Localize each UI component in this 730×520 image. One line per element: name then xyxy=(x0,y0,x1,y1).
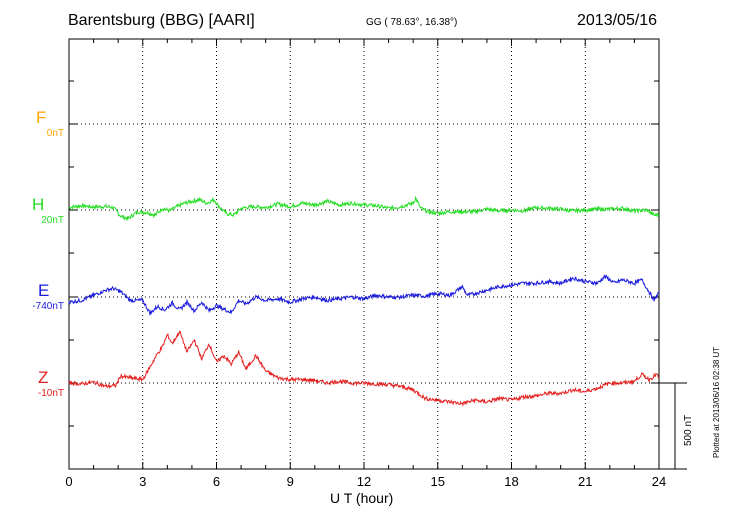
x-tick-label: 21 xyxy=(578,474,592,489)
component-h-name: H xyxy=(32,195,45,214)
x-tick-label: 24 xyxy=(652,474,666,489)
x-tick-label: 6 xyxy=(213,474,220,489)
x-tick-label: 15 xyxy=(431,474,445,489)
chart-title: Barentsburg (BBG) [AARI] xyxy=(68,12,255,29)
component-h-baseline: 20nT xyxy=(41,215,64,226)
plot-credit: Plotted at 2013/06/16 02:38 UT xyxy=(712,346,721,458)
data-series xyxy=(68,195,660,407)
component-z-label: Z -10nT xyxy=(20,368,64,399)
component-h-label: H 20nT xyxy=(22,195,64,226)
grid xyxy=(69,39,659,469)
series-h-line xyxy=(68,195,660,222)
component-e-baseline: -740nT xyxy=(32,301,64,312)
component-e-name: E xyxy=(38,281,50,300)
component-e-label: E -740nT xyxy=(16,281,64,312)
x-tick-label: 0 xyxy=(65,474,72,489)
component-f-name: F xyxy=(36,108,47,127)
series-z-line xyxy=(68,330,659,407)
x-tick-label: 12 xyxy=(357,474,371,489)
component-f-baseline: 0nT xyxy=(46,128,64,139)
component-z-name: Z xyxy=(38,368,49,387)
component-f-label: F 0nT xyxy=(30,108,64,139)
x-tick-label: 18 xyxy=(504,474,518,489)
scale-bar-label: 500 nT xyxy=(683,414,694,446)
x-tick-label: 9 xyxy=(287,474,294,489)
series-e-line xyxy=(68,274,660,316)
axis-ticks: 0 3 6 9 12 15 18 21 24 xyxy=(65,39,666,489)
x-axis-label: U T (hour) xyxy=(330,490,394,506)
station-coordinates: GG ( 78.63°, 16.38°) xyxy=(366,17,458,28)
scale-bar xyxy=(659,382,687,470)
x-tick-label: 3 xyxy=(139,474,146,489)
chart-date: 2013/05/16 xyxy=(577,12,658,29)
component-z-baseline: -10nT xyxy=(37,388,64,399)
